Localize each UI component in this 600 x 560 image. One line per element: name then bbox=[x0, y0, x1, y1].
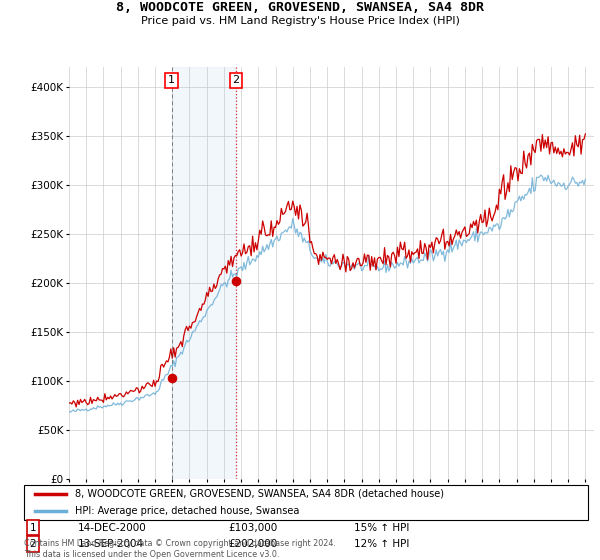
Text: 1: 1 bbox=[29, 522, 37, 533]
Text: 15% ↑ HPI: 15% ↑ HPI bbox=[354, 522, 409, 533]
Text: 13-SEP-2004: 13-SEP-2004 bbox=[78, 539, 144, 549]
Bar bbox=[172, 67, 236, 479]
Text: 8, WOODCOTE GREEN, GROVESEND, SWANSEA, SA4 8DR (detached house): 8, WOODCOTE GREEN, GROVESEND, SWANSEA, S… bbox=[75, 489, 444, 499]
Text: 14-DEC-2000: 14-DEC-2000 bbox=[78, 522, 147, 533]
FancyBboxPatch shape bbox=[24, 485, 588, 520]
Text: HPI: Average price, detached house, Swansea: HPI: Average price, detached house, Swan… bbox=[75, 506, 299, 516]
Text: 2: 2 bbox=[29, 539, 37, 549]
Point bbox=[232, 277, 241, 286]
Point bbox=[167, 374, 176, 382]
Text: 12% ↑ HPI: 12% ↑ HPI bbox=[354, 539, 409, 549]
Text: 2: 2 bbox=[233, 76, 239, 86]
Text: £103,000: £103,000 bbox=[228, 522, 277, 533]
Text: 1: 1 bbox=[168, 76, 175, 86]
Text: Price paid vs. HM Land Registry's House Price Index (HPI): Price paid vs. HM Land Registry's House … bbox=[140, 16, 460, 26]
Text: £202,000: £202,000 bbox=[228, 539, 277, 549]
Text: 8, WOODCOTE GREEN, GROVESEND, SWANSEA, SA4 8DR: 8, WOODCOTE GREEN, GROVESEND, SWANSEA, S… bbox=[116, 1, 484, 14]
Text: Contains HM Land Registry data © Crown copyright and database right 2024.
This d: Contains HM Land Registry data © Crown c… bbox=[24, 539, 336, 559]
